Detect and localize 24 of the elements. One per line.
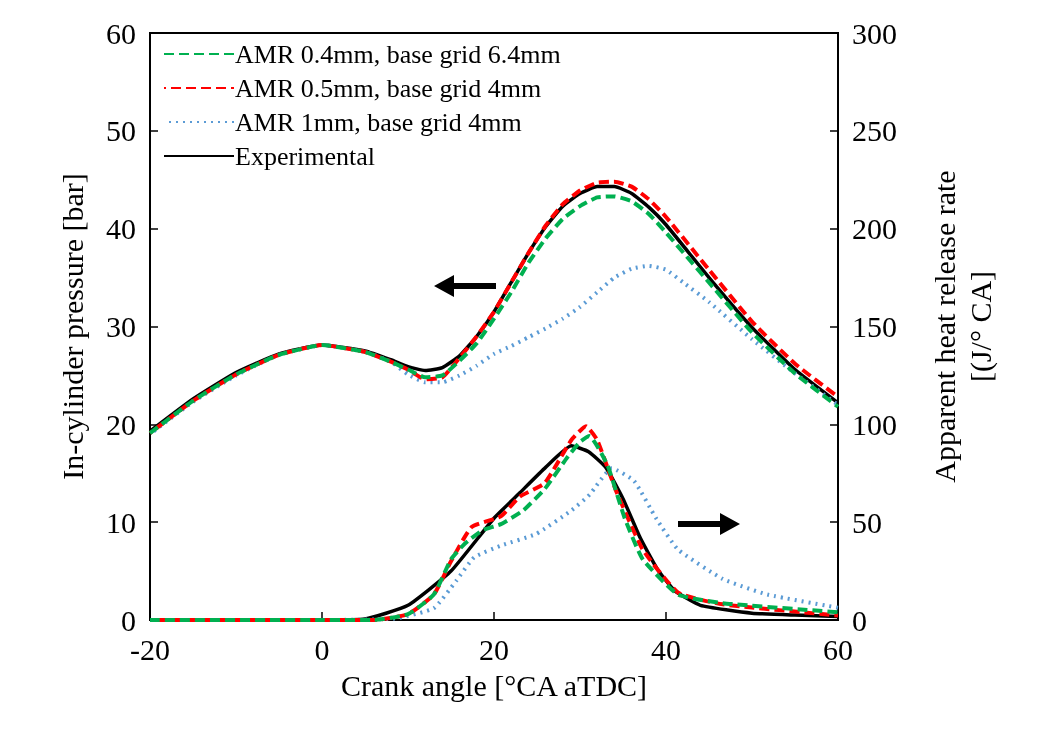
x-tick-label: 0 bbox=[314, 632, 330, 666]
y2-tick-label: 200 bbox=[852, 212, 897, 246]
y-tick-label: 20 bbox=[106, 407, 136, 441]
y-tick-label: 10 bbox=[106, 505, 136, 539]
legend-label: AMR 0.5mm, base grid 4mm bbox=[235, 73, 542, 103]
y2-tick-label: 0 bbox=[852, 603, 867, 637]
legend-label: AMR 0.4mm, base grid 6.4mm bbox=[235, 39, 561, 69]
x-tick-label: 20 bbox=[479, 632, 509, 666]
y-tick-label: 60 bbox=[106, 16, 136, 50]
y2-tick-label: 250 bbox=[852, 114, 897, 148]
y2-axis-title: Apparent heat release rate [(J/° CA] bbox=[927, 170, 998, 483]
x-tick-label: 60 bbox=[823, 632, 853, 666]
y2-tick-label: 300 bbox=[852, 16, 897, 50]
y-axis-title: In-cylinder pressure [bar] bbox=[55, 173, 89, 480]
legend-label: AMR 1mm, base grid 4mm bbox=[235, 107, 522, 137]
y-tick-label: 50 bbox=[106, 114, 136, 148]
y2-tick-label: 50 bbox=[852, 505, 882, 539]
x-axis-title: Crank angle [°CA aTDC] bbox=[340, 668, 648, 702]
y-tick-label: 30 bbox=[106, 310, 136, 343]
y-tick-label: 40 bbox=[106, 212, 136, 246]
legend-label: Experimental bbox=[235, 141, 376, 171]
y2-tick-label: 100 bbox=[852, 407, 897, 441]
x-tick-label: 40 bbox=[651, 632, 681, 666]
y2-tick-label: 150 bbox=[852, 310, 897, 343]
